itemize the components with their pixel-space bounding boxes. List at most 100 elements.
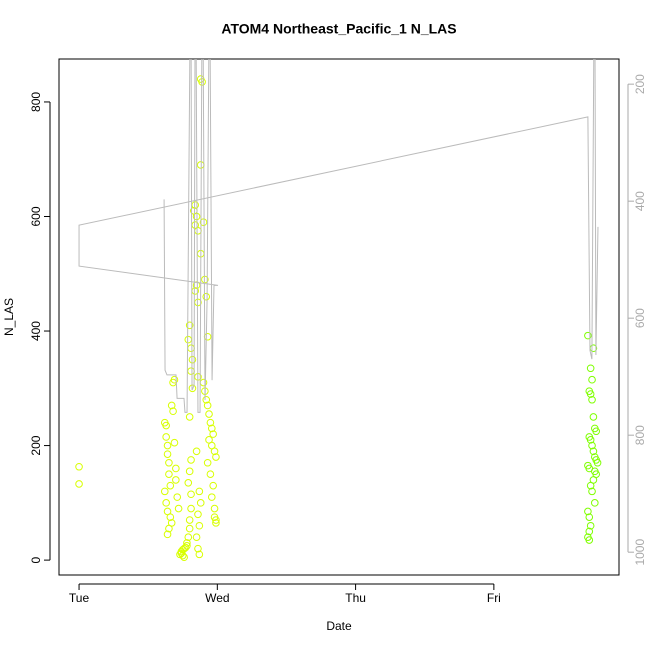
- point: [185, 321, 194, 330]
- point: [212, 453, 220, 461]
- point: [203, 401, 212, 410]
- point: [166, 481, 175, 490]
- point: [206, 418, 215, 427]
- point: [192, 281, 201, 290]
- point: [199, 218, 208, 227]
- point: [206, 470, 215, 479]
- point: [187, 490, 195, 499]
- point: [202, 292, 211, 301]
- point: [75, 462, 83, 471]
- point: [586, 364, 595, 373]
- point: [166, 513, 175, 521]
- chart-title: ATOM4 Northeast_Pacific_1 N_LAS: [221, 21, 456, 37]
- y-tick-label: 600: [29, 206, 43, 226]
- point: [172, 464, 180, 473]
- point: [185, 516, 194, 524]
- point: [165, 524, 173, 533]
- point: [184, 335, 193, 344]
- point: [588, 375, 596, 384]
- point: [187, 344, 195, 353]
- point: [584, 331, 592, 340]
- y2-tick-label: 600: [633, 308, 647, 328]
- y2-tick-label: 200: [633, 74, 647, 94]
- point: [162, 433, 170, 441]
- point: [183, 539, 191, 547]
- x-tick-label: Fri: [487, 591, 501, 605]
- point: [203, 332, 212, 341]
- point: [194, 544, 202, 553]
- point: [585, 513, 594, 521]
- point: [187, 367, 195, 375]
- point: [209, 430, 217, 438]
- point: [192, 533, 201, 542]
- point: [185, 413, 194, 421]
- point: [172, 476, 180, 484]
- point: [591, 499, 599, 507]
- point: [202, 395, 211, 404]
- point: [209, 481, 217, 490]
- point: [195, 521, 204, 530]
- altitude-line: [78, 59, 599, 413]
- point: [163, 441, 172, 450]
- plot-area: [75, 59, 602, 562]
- y-tick-label: 800: [29, 92, 43, 112]
- y2-tick-label: 400: [633, 191, 647, 211]
- point: [187, 456, 195, 464]
- point: [586, 390, 595, 398]
- y-axis-label: N_LAS: [2, 298, 16, 336]
- point: [584, 507, 592, 516]
- point: [196, 161, 205, 169]
- point: [592, 427, 600, 436]
- point: [586, 436, 595, 444]
- point: [173, 493, 182, 501]
- point: [210, 513, 219, 521]
- point: [589, 413, 598, 421]
- point: [165, 470, 173, 479]
- point: [593, 458, 602, 467]
- point: [195, 487, 204, 496]
- point: [170, 438, 179, 447]
- point: [586, 481, 595, 490]
- point: [195, 550, 204, 559]
- y-tick-label: 0: [29, 556, 43, 563]
- y2-tick-label: 800: [633, 425, 647, 445]
- x-tick-label: Wed: [205, 591, 229, 605]
- point: [181, 543, 190, 552]
- point: [588, 441, 596, 450]
- point: [210, 504, 219, 513]
- point: [194, 510, 202, 519]
- point: [585, 527, 594, 536]
- point: [203, 458, 212, 467]
- point: [180, 553, 188, 562]
- point: [212, 519, 220, 527]
- point: [589, 447, 598, 456]
- y-tick-label: 200: [29, 435, 43, 455]
- plot-frame: [58, 58, 620, 576]
- point: [160, 487, 169, 496]
- point: [184, 478, 193, 487]
- point: [184, 533, 193, 542]
- point: [210, 447, 219, 456]
- point: [205, 410, 213, 418]
- y2-tick-label: 1000: [633, 539, 647, 566]
- point: [162, 421, 170, 430]
- x-tick-label: Tue: [69, 591, 90, 605]
- point: [194, 227, 202, 235]
- point: [163, 530, 172, 539]
- point: [207, 424, 216, 433]
- y-tick-label: 400: [29, 321, 43, 341]
- point: [174, 504, 183, 513]
- point: [207, 493, 216, 501]
- point: [196, 499, 205, 507]
- point: [170, 375, 179, 384]
- point: [163, 450, 172, 458]
- point: [169, 407, 177, 416]
- point: [585, 536, 594, 544]
- point: [167, 401, 176, 410]
- x-tick-label: Thu: [345, 591, 366, 605]
- point: [165, 458, 173, 467]
- point: [162, 499, 170, 507]
- point: [185, 524, 194, 533]
